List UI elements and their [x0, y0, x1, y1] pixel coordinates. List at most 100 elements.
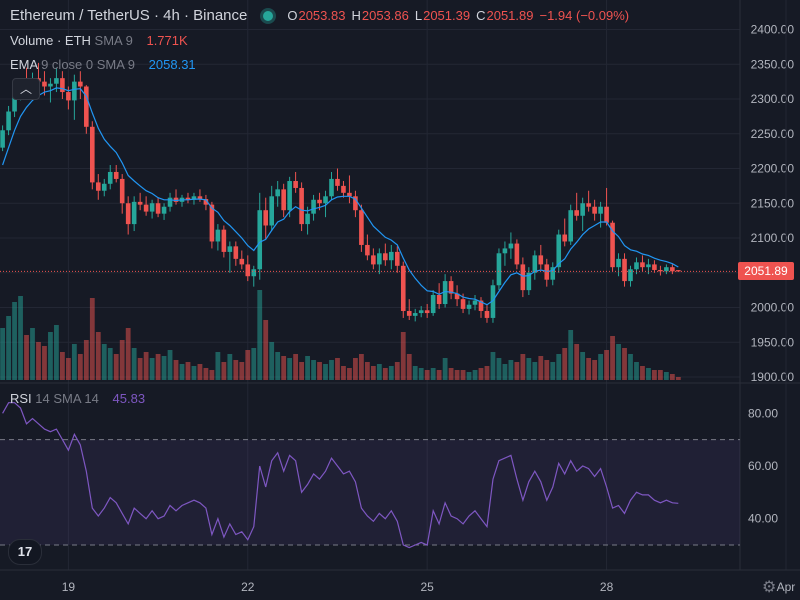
candle-body — [275, 189, 280, 197]
volume-bar — [18, 296, 23, 380]
candle-body — [90, 126, 95, 183]
candle-body — [191, 196, 197, 200]
candle-body — [394, 251, 400, 266]
candle-body — [167, 197, 173, 207]
candle-body — [646, 264, 651, 268]
candle-body — [664, 267, 669, 272]
volume-bar — [436, 370, 442, 380]
candle-body — [311, 199, 316, 214]
volume-bar — [616, 344, 621, 380]
volume-bar — [113, 354, 119, 380]
gear-icon[interactable]: ⚙ — [762, 579, 777, 596]
candle-body — [526, 272, 532, 291]
volume-bar — [526, 358, 532, 380]
volume-bar — [347, 368, 352, 380]
volume-bar — [149, 358, 155, 380]
volume-bar — [418, 368, 424, 380]
rsi-tick-label: 80.00 — [748, 406, 778, 420]
candle-body — [66, 92, 71, 101]
volume-bar — [30, 328, 35, 380]
candle-body — [640, 262, 645, 268]
candle-body — [359, 210, 364, 245]
tradingview-logo[interactable]: 17 — [8, 539, 42, 565]
symbol-title[interactable]: Ethereum / TetherUS · 4h · Binance — [10, 7, 248, 24]
volume-bar — [556, 354, 562, 380]
high-value: 2053.86 — [361, 8, 409, 23]
price-tick-label: 2400.00 — [751, 23, 795, 37]
candle-body — [209, 204, 215, 242]
volume-ma-label: SMA 9 — [94, 33, 133, 48]
candle-body — [251, 269, 257, 277]
close-value: 2051.89 — [486, 8, 534, 23]
candle-body — [448, 281, 454, 294]
volume-bar — [185, 362, 191, 380]
ema-value: 2058.31 — [148, 57, 196, 72]
last-price-tag: 2051.89 — [738, 262, 794, 280]
volume-bar — [448, 368, 454, 380]
candle-body — [454, 293, 460, 300]
collapse-legend-button[interactable]: ︿ — [12, 78, 40, 100]
candle-body — [221, 229, 227, 252]
volume-bar — [317, 362, 322, 380]
volume-bar — [532, 362, 538, 380]
candle-body — [430, 294, 436, 314]
rsi-band-fill — [0, 439, 740, 545]
candle-body — [676, 270, 681, 272]
volume-bar — [442, 358, 448, 380]
time-tick-label: 25 — [421, 580, 435, 594]
volume-bar — [42, 346, 47, 380]
volume-bar — [203, 368, 209, 380]
candle-body — [550, 267, 556, 280]
volume-bar — [275, 352, 281, 380]
ema-params: 9 close 0 SMA 9 — [41, 57, 136, 72]
volume-bar — [245, 350, 251, 380]
candle-body — [520, 264, 526, 291]
volume-bar — [454, 370, 460, 380]
candle-body — [389, 251, 394, 261]
rsi-params: 14 SMA 14 — [35, 391, 99, 406]
candle-body — [365, 244, 370, 256]
volume-bar — [466, 372, 472, 380]
candle-body — [436, 294, 442, 305]
time-tick-label: Apr — [777, 580, 796, 594]
volume-bar — [215, 352, 221, 380]
candle-body — [143, 204, 149, 212]
volume-bar — [77, 354, 83, 380]
candle-body — [556, 234, 562, 268]
candle-body — [478, 300, 484, 311]
volume-bar — [323, 364, 328, 380]
volume-bar — [173, 360, 179, 380]
volume-bar — [388, 366, 394, 380]
candle-body — [0, 130, 5, 148]
volume-bar — [652, 370, 657, 380]
candle-body — [149, 203, 155, 212]
volume-bar — [335, 358, 340, 380]
candle-body — [161, 206, 167, 214]
rsi-legend[interactable]: RSI 14 SMA 14 45.83 — [10, 391, 145, 406]
chevron-up-icon: ︿ — [19, 82, 32, 96]
volume-bar — [394, 362, 400, 380]
volume-bar — [675, 377, 681, 380]
candle-body — [341, 185, 346, 193]
volume-bar — [143, 352, 149, 380]
candle-body — [622, 258, 627, 282]
candle-body — [215, 229, 221, 242]
volume-bar — [424, 370, 430, 380]
candle-body — [616, 258, 621, 268]
candle-body — [353, 196, 358, 211]
volume-bar — [311, 360, 316, 380]
candle-body — [107, 171, 113, 184]
volume-bar — [353, 358, 358, 380]
volume-bar — [406, 354, 412, 380]
volume-legend[interactable]: Volume · ETH SMA 9 1.771K — [10, 33, 188, 48]
volume-bar — [598, 354, 603, 380]
volume-bar — [191, 366, 197, 380]
volume-bar — [65, 358, 71, 380]
volume-bar — [6, 316, 11, 380]
volume-bar — [137, 358, 143, 380]
ema-legend[interactable]: EMA 9 close 0 SMA 9 2058.31 — [10, 57, 196, 72]
volume-bar — [592, 360, 598, 380]
time-tick-label: 22 — [241, 580, 255, 594]
volume-bar — [239, 362, 245, 380]
